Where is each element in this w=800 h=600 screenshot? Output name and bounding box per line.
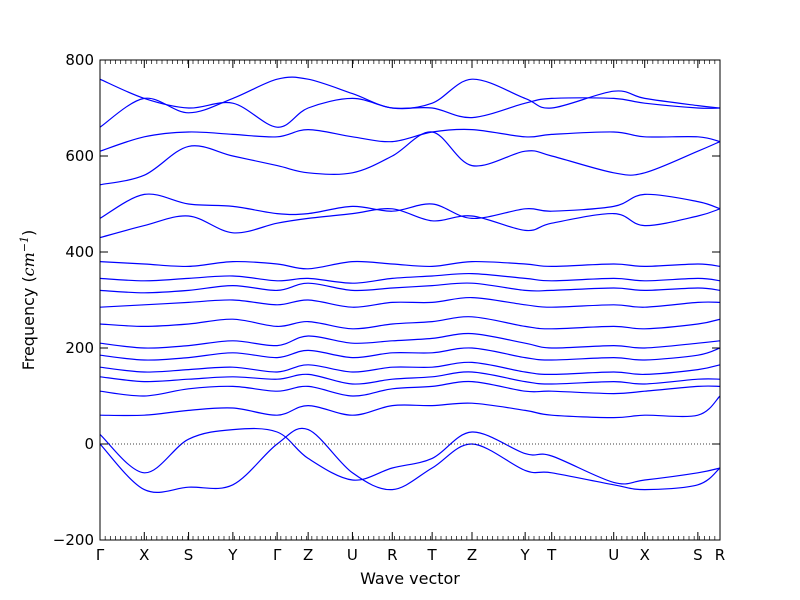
x-tick-label: R bbox=[715, 546, 725, 564]
phonon-branch-6 bbox=[100, 361, 720, 376]
x-axis-label: Wave vector bbox=[360, 569, 460, 588]
plot-frame bbox=[99, 59, 721, 541]
x-tick-label: Y bbox=[520, 546, 531, 564]
phonon-branch-16 bbox=[100, 131, 720, 186]
y-tick-label: 800 bbox=[65, 51, 94, 69]
x-minor-ticks bbox=[99, 60, 721, 540]
phonon-branch-4 bbox=[100, 380, 720, 397]
phonon-branch-13 bbox=[100, 260, 720, 270]
phonon-branch-19 bbox=[100, 78, 720, 128]
phonon-branch-17 bbox=[100, 128, 720, 152]
y-tick-label: 600 bbox=[65, 147, 94, 165]
series-layer bbox=[100, 76, 720, 493]
phonon-branch-2 bbox=[100, 427, 720, 485]
y-tick-label: 400 bbox=[65, 243, 94, 261]
phonon-branch-14 bbox=[100, 207, 720, 239]
x-tick-label: Y bbox=[227, 546, 238, 564]
x-tick-label: T bbox=[546, 546, 557, 564]
phonon-branch-1 bbox=[100, 427, 720, 493]
phonon-branch-15 bbox=[100, 193, 720, 220]
x-tick-label: Z bbox=[467, 546, 477, 564]
x-tick-label: S bbox=[184, 546, 194, 564]
y-tick-label: 0 bbox=[84, 435, 94, 453]
phonon-branch-7 bbox=[100, 347, 720, 361]
phonon-branch-3 bbox=[100, 395, 720, 419]
phonon-branch-8 bbox=[100, 332, 720, 349]
phonon-branch-10 bbox=[100, 296, 720, 308]
phonon-branch-9 bbox=[100, 316, 720, 330]
phonon-branch-5 bbox=[100, 371, 720, 385]
y-tick-label: −200 bbox=[53, 531, 94, 549]
phonon-branch-12 bbox=[100, 272, 720, 284]
x-tick-label: S bbox=[693, 546, 703, 564]
x-tick-label: Γ bbox=[96, 546, 105, 564]
x-tick-label: Z bbox=[303, 546, 313, 564]
x-tick-label: X bbox=[139, 546, 149, 564]
x-tick-label: X bbox=[640, 546, 650, 564]
x-tick-label: Γ bbox=[273, 546, 282, 564]
x-tick-label: U bbox=[608, 546, 619, 564]
phonon-branch-11 bbox=[100, 282, 720, 294]
x-tick-label: T bbox=[427, 546, 438, 564]
x-tick-label: U bbox=[347, 546, 358, 564]
x-tick-label: R bbox=[387, 546, 397, 564]
y-tick-label: 200 bbox=[65, 339, 94, 357]
y-axis-label: Frequency (cm−1) bbox=[18, 230, 39, 371]
